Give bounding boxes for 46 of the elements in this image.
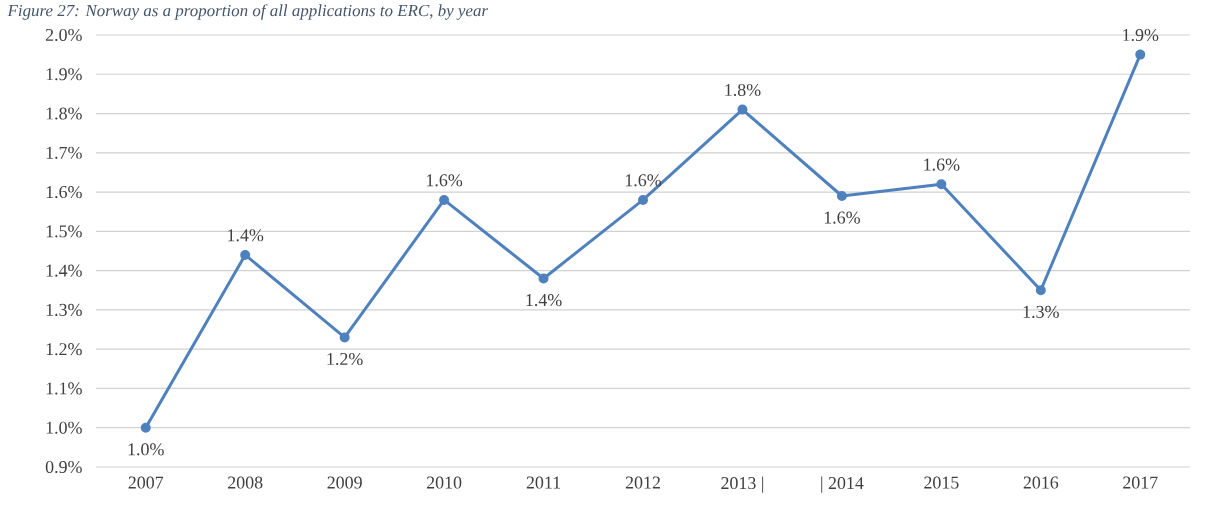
point [240,249,251,260]
data-label: 1.6% [924,158,960,171]
data-label: 1.0% [128,443,164,456]
y-tick-label: 1.7% [46,146,82,159]
y-tick-label: 1.0% [46,421,82,434]
point [936,179,947,190]
y-tick-label: 1.5% [46,225,82,238]
x-tick-label: 2007 [128,476,164,489]
data-label: 1.4% [526,294,562,307]
x-tick-label: 2017 [1123,476,1158,489]
point [1035,285,1046,296]
y-tick-label: 1.8% [46,107,82,120]
y-tick-label: 1.6% [46,185,82,199]
data-label: 1.6% [824,211,860,224]
y-tick-label: 1.1% [46,382,82,395]
point [1135,49,1146,60]
x-tick-label: 2015 [924,476,959,489]
point [339,332,350,343]
x-tick-label: 2010 [426,476,462,489]
point [439,194,450,205]
point [538,273,549,284]
point [737,104,748,115]
data-label: 1.2% [327,352,363,366]
y-tick-label: 1.4% [46,264,82,277]
y-tick-label: 2.0% [45,28,82,42]
y-tick-label: 1.3% [46,303,82,316]
x-tick-label: 2011 [526,476,561,489]
data-label: 1.6% [427,174,463,187]
x-tick-label: 2008 [228,476,263,489]
x-tick-label: | 2014 [821,476,864,493]
y-tick-label: 0.9% [45,460,82,474]
y-tick-label: 1.9% [46,68,82,81]
data-label: 1.3% [1023,305,1059,318]
data-label: 1.6% [625,174,662,187]
x-tick-label: 2012 [625,476,660,489]
data-label: 1.8% [725,83,761,97]
data-label: 1.9% [1123,28,1159,42]
point [836,191,847,201]
x-tick-label: 2013 | [721,476,764,493]
x-tick-label: 2009 [327,476,362,489]
x-tick-label: 2016 [1023,476,1059,489]
chart-title: Figure 27: Norway as a proportion of all applications to ERC, by year [7,4,489,20]
data-label: 1.4% [228,229,264,242]
point [638,194,648,205]
point [140,422,151,433]
y-tick-label: 1.2% [46,343,82,356]
